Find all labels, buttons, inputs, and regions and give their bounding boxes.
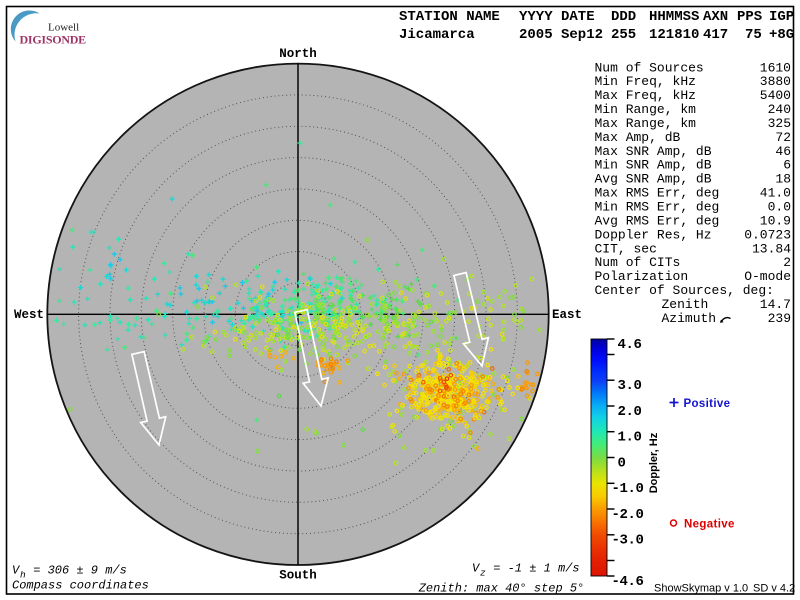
svg-text:-1.0: -1.0: [612, 481, 644, 497]
svg-text:Jicamarca: Jicamarca: [399, 27, 475, 43]
svg-text:-3.0: -3.0: [612, 533, 644, 549]
svg-text:West: West: [14, 308, 44, 322]
svg-text:Compass coordinates: Compass coordinates: [12, 579, 149, 593]
svg-text:4.6: 4.6: [618, 337, 642, 353]
svg-text:5400: 5400: [760, 88, 791, 103]
svg-text:Max Range, km: Max Range, km: [595, 116, 697, 131]
svg-text:AXN: AXN: [703, 9, 728, 25]
svg-text:V: V: [12, 564, 21, 578]
svg-text:0.0: 0.0: [768, 200, 791, 215]
svg-text:South: South: [279, 569, 317, 583]
svg-text:0: 0: [618, 455, 626, 471]
svg-text:Max Freq, kHz: Max Freq, kHz: [595, 88, 696, 103]
svg-text:= 306 ± 9 m/s: = 306 ± 9 m/s: [26, 564, 127, 578]
svg-text:Positive: Positive: [684, 398, 731, 410]
svg-text:75: 75: [745, 27, 762, 43]
svg-text:V: V: [472, 562, 481, 576]
svg-text:Avg RMS Err, deg: Avg RMS Err, deg: [595, 213, 720, 228]
svg-text:2: 2: [783, 255, 791, 270]
svg-text:Zenith: max 40° step 5°: Zenith: max 40° step 5°: [418, 582, 585, 596]
svg-text:Min RMS Err, deg: Min RMS Err, deg: [595, 200, 720, 215]
svg-text:DIGISONDE: DIGISONDE: [20, 33, 87, 47]
svg-text:Polarization: Polarization: [595, 269, 689, 284]
svg-text:HHMMSS: HHMMSS: [649, 9, 699, 25]
svg-text:14.7: 14.7: [760, 297, 791, 312]
svg-text:Min Range, km: Min Range, km: [595, 102, 697, 117]
svg-text:72: 72: [775, 130, 791, 145]
svg-text:+8G: +8G: [769, 27, 794, 43]
svg-text:417: 417: [703, 27, 728, 43]
svg-text:Max Amp, dB: Max Amp, dB: [595, 130, 681, 145]
svg-text:Lowell: Lowell: [48, 22, 79, 34]
svg-text:= -1 ± 1 m/s: = -1 ± 1 m/s: [486, 562, 580, 576]
svg-text:1.0: 1.0: [618, 430, 642, 446]
svg-text:Min SNR Amp, dB: Min SNR Amp, dB: [595, 158, 712, 173]
svg-text:121810: 121810: [649, 27, 699, 43]
svg-text:Num of Sources: Num of Sources: [595, 60, 704, 75]
svg-text:10.9: 10.9: [760, 213, 791, 228]
svg-text:Min Freq, kHz: Min Freq, kHz: [595, 74, 696, 89]
svg-text:Negative: Negative: [684, 519, 735, 531]
svg-text:Azimuth: Azimuth: [662, 311, 717, 326]
svg-text:Doppler Res, Hz: Doppler Res, Hz: [595, 227, 712, 242]
svg-text:SD v 4.2: SD v 4.2: [753, 583, 795, 595]
svg-text:Max SNR Amp, dB: Max SNR Amp, dB: [595, 144, 712, 159]
svg-text:PPS: PPS: [737, 9, 762, 25]
svg-text:ShowSkymap v 1.0: ShowSkymap v 1.0: [654, 583, 748, 595]
svg-text:-4.6: -4.6: [612, 574, 644, 590]
svg-text:6: 6: [783, 158, 791, 173]
svg-text:z: z: [480, 568, 486, 579]
svg-text:46: 46: [775, 144, 791, 159]
svg-text:2005 Sep12: 2005 Sep12: [519, 27, 603, 43]
svg-text:239: 239: [768, 311, 791, 326]
svg-text:h: h: [20, 570, 26, 581]
svg-text:Zenith: Zenith: [662, 297, 709, 312]
svg-text:13.84: 13.84: [752, 241, 791, 256]
svg-text:Max RMS Err, deg: Max RMS Err, deg: [595, 186, 720, 201]
svg-text:41.0: 41.0: [760, 186, 791, 201]
svg-text:240: 240: [768, 102, 791, 117]
svg-text:18: 18: [775, 172, 791, 187]
svg-text:2.0: 2.0: [618, 404, 642, 420]
svg-text:STATION NAME: STATION NAME: [399, 9, 500, 25]
svg-text:Center of Sources, deg:: Center of Sources, deg:: [595, 283, 774, 298]
svg-text:0.0723: 0.0723: [744, 227, 791, 242]
svg-text:-2.0: -2.0: [612, 507, 644, 523]
svg-text:DDD: DDD: [611, 9, 636, 25]
svg-text:O-mode: O-mode: [744, 269, 791, 284]
svg-text:Num of CITs: Num of CITs: [595, 255, 681, 270]
svg-text:East: East: [552, 308, 582, 322]
svg-text:Doppler, Hz: Doppler, Hz: [648, 432, 660, 493]
svg-text:255: 255: [611, 27, 636, 43]
svg-text:IGP: IGP: [769, 9, 794, 25]
svg-text:North: North: [279, 47, 317, 61]
svg-text:1610: 1610: [760, 60, 791, 75]
svg-text:3.0: 3.0: [618, 378, 642, 394]
svg-text:3880: 3880: [760, 74, 791, 89]
svg-text:Avg SNR Amp, dB: Avg SNR Amp, dB: [595, 172, 712, 187]
svg-text:CIT, sec: CIT, sec: [595, 241, 657, 256]
svg-text:YYYY DATE: YYYY DATE: [519, 9, 595, 25]
svg-text:325: 325: [768, 116, 791, 131]
